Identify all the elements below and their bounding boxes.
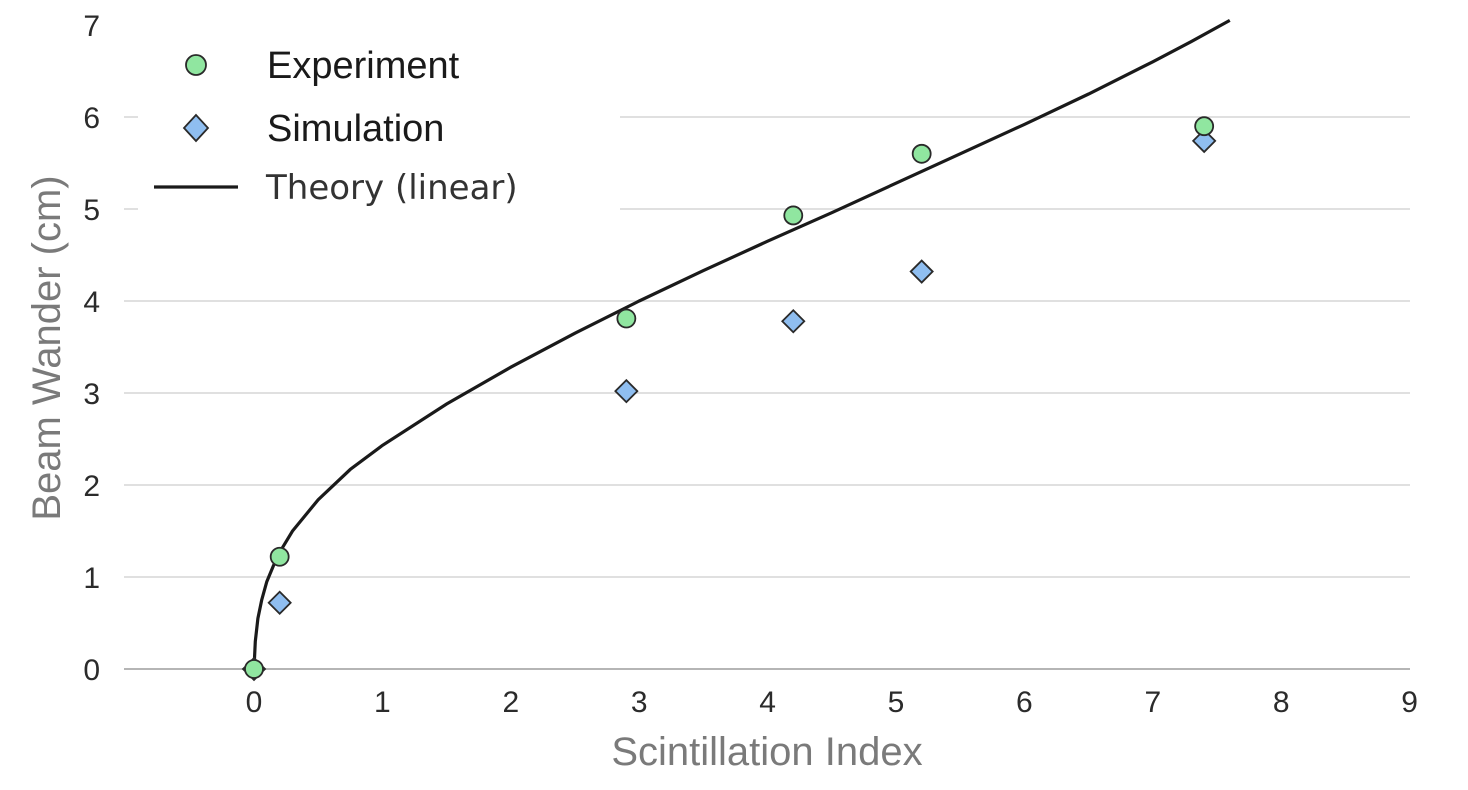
simulation-point [1191, 128, 1217, 154]
x-tick-label: 1 [374, 686, 391, 719]
y-tick-label: 6 [83, 102, 100, 135]
legend-theory-label: Theory (linear) [265, 168, 518, 208]
experiment-point [269, 546, 290, 567]
y-tick-label: 1 [83, 562, 100, 595]
experiment-point [1194, 116, 1215, 137]
simulation-point [267, 590, 292, 616]
y-tick-label: 4 [83, 286, 100, 319]
series-line-theory [252, 18, 1231, 670]
x-tick-labels: 0 1 2 3 4 5 6 7 8 9 [246, 686, 1418, 719]
simulation-point [614, 378, 639, 404]
data-markers [241, 116, 1217, 682]
y-tick-label: 3 [83, 378, 100, 411]
x-tick-label: 7 [1144, 686, 1161, 719]
legend-background [138, 30, 620, 225]
x-tick-label: 4 [759, 686, 776, 719]
legend-simulation-label: Simulation [267, 108, 444, 150]
x-tick-label: 8 [1273, 686, 1290, 719]
y-axis-label: Beam Wander (cm) [25, 175, 69, 520]
x-tick-label: 3 [631, 686, 648, 719]
y-tick-label: 0 [83, 654, 100, 687]
experiment-point [783, 205, 804, 226]
legend-experiment-marker [185, 54, 207, 76]
y-tick-label: 5 [83, 194, 100, 227]
x-tick-label: 5 [888, 686, 905, 719]
legend-simulation-marker [182, 113, 210, 143]
simulation-point [781, 308, 806, 334]
experiment-point [911, 143, 932, 164]
x-tick-label: 0 [246, 686, 263, 719]
y-tick-label: 7 [83, 10, 100, 43]
simulation-point [909, 259, 934, 284]
x-tick-label: 2 [502, 686, 519, 719]
legend-experiment-label: Experiment [267, 45, 460, 87]
x-tick-label: 9 [1401, 686, 1418, 719]
experiment-point [616, 308, 637, 329]
y-tick-label: 2 [83, 470, 100, 503]
y-tick-labels: 0 1 2 3 4 5 6 7 [83, 10, 100, 687]
legend: Experiment Simulation Theory (linear) [138, 30, 620, 225]
x-axis-label: Scintillation Index [611, 730, 922, 774]
experiment-point [244, 659, 264, 679]
x-tick-label: 6 [1016, 686, 1033, 719]
